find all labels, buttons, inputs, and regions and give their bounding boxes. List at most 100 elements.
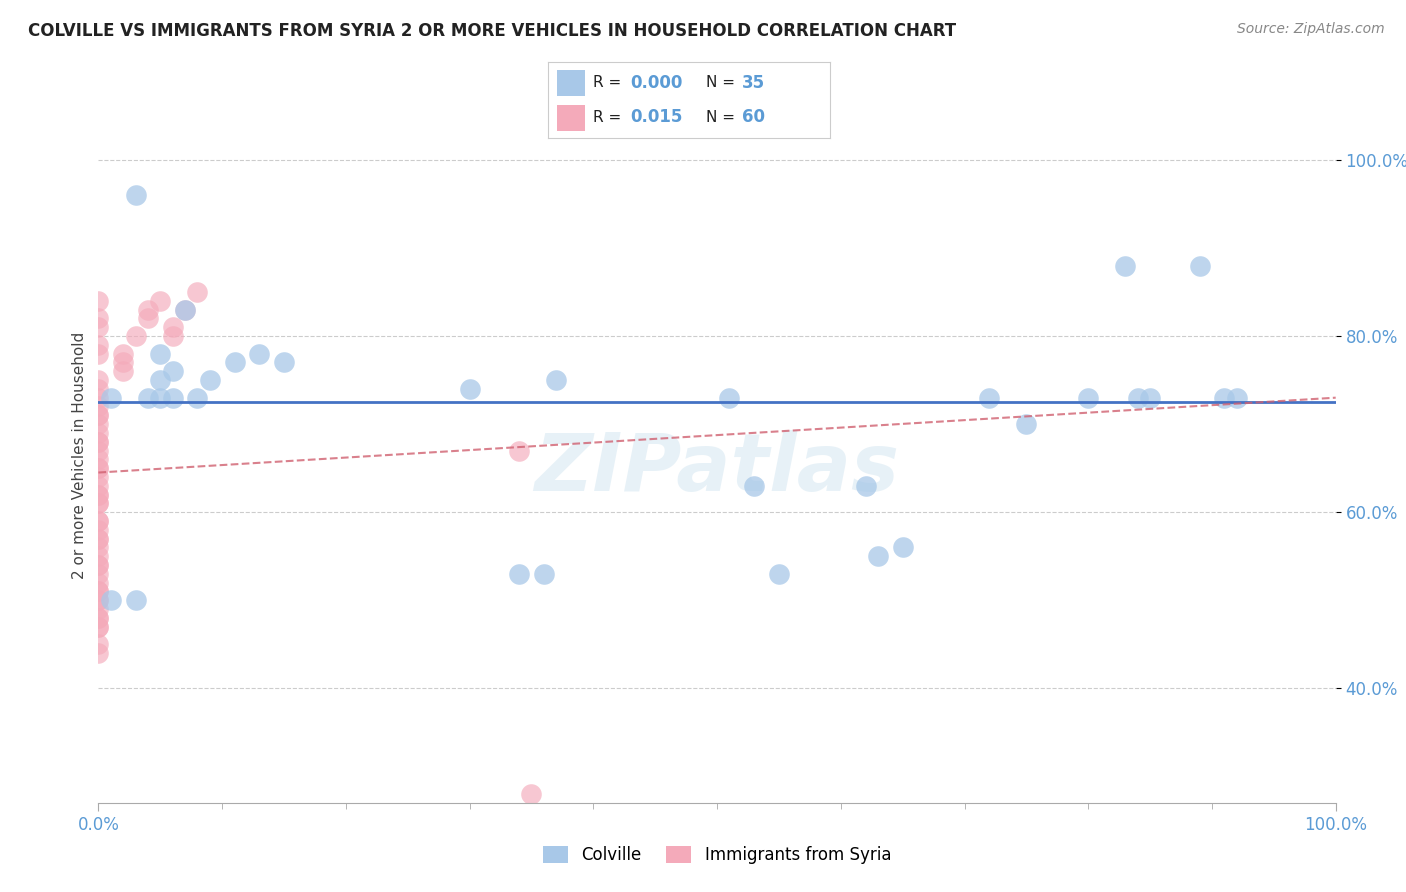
Text: COLVILLE VS IMMIGRANTS FROM SYRIA 2 OR MORE VEHICLES IN HOUSEHOLD CORRELATION CH: COLVILLE VS IMMIGRANTS FROM SYRIA 2 OR M… — [28, 22, 956, 40]
Point — [100, 593, 122, 607]
Point — [87, 461, 110, 475]
Point — [162, 391, 184, 405]
Point — [1213, 391, 1236, 405]
Point — [87, 523, 110, 537]
Point — [162, 320, 184, 334]
Point — [149, 373, 172, 387]
Point — [87, 593, 110, 607]
Point — [1114, 259, 1136, 273]
Point — [87, 566, 110, 581]
Point — [149, 391, 172, 405]
Point — [1126, 391, 1149, 405]
Point — [1077, 391, 1099, 405]
Point — [533, 566, 555, 581]
Point — [87, 584, 110, 599]
Point — [87, 434, 110, 449]
Text: 0.000: 0.000 — [630, 74, 682, 92]
FancyBboxPatch shape — [557, 70, 585, 95]
Point — [891, 541, 914, 555]
Point — [273, 355, 295, 369]
Point — [87, 382, 110, 396]
Point — [1139, 391, 1161, 405]
Text: R =: R = — [593, 76, 627, 90]
Point — [136, 311, 159, 326]
Point — [508, 566, 530, 581]
Point — [112, 355, 135, 369]
Point — [546, 373, 568, 387]
Point — [87, 479, 110, 493]
Point — [742, 479, 765, 493]
Text: N =: N = — [706, 76, 740, 90]
Point — [162, 329, 184, 343]
Legend: Colville, Immigrants from Syria: Colville, Immigrants from Syria — [536, 839, 898, 871]
Point — [87, 443, 110, 458]
Point — [87, 452, 110, 467]
Point — [87, 646, 110, 660]
Point — [1015, 417, 1038, 431]
Point — [87, 346, 110, 360]
Point — [866, 549, 889, 564]
Point — [149, 293, 172, 308]
Point — [87, 400, 110, 414]
Point — [718, 391, 741, 405]
Text: 60: 60 — [742, 108, 765, 126]
Point — [458, 382, 481, 396]
Point — [87, 558, 110, 572]
Point — [520, 787, 543, 801]
Point — [87, 575, 110, 590]
Point — [87, 584, 110, 599]
Point — [87, 620, 110, 634]
Point — [112, 346, 135, 360]
Point — [87, 373, 110, 387]
Point — [162, 364, 184, 378]
Point — [87, 532, 110, 546]
Point — [87, 417, 110, 431]
Point — [87, 541, 110, 555]
Point — [87, 558, 110, 572]
Point — [1188, 259, 1211, 273]
Point — [149, 346, 172, 360]
Text: N =: N = — [706, 110, 740, 125]
Text: ZIPatlas: ZIPatlas — [534, 430, 900, 508]
Point — [87, 496, 110, 510]
Point — [87, 496, 110, 510]
Point — [136, 302, 159, 317]
Point — [768, 566, 790, 581]
Point — [124, 593, 146, 607]
Point — [136, 391, 159, 405]
Point — [87, 425, 110, 440]
Point — [87, 470, 110, 484]
Point — [87, 461, 110, 475]
Point — [87, 409, 110, 423]
Text: 0.015: 0.015 — [630, 108, 682, 126]
Point — [174, 302, 197, 317]
Point — [87, 338, 110, 352]
Point — [87, 549, 110, 564]
Point — [186, 391, 208, 405]
Text: R =: R = — [593, 110, 627, 125]
Point — [224, 355, 246, 369]
Point — [87, 409, 110, 423]
Text: Source: ZipAtlas.com: Source: ZipAtlas.com — [1237, 22, 1385, 37]
Point — [198, 373, 221, 387]
FancyBboxPatch shape — [557, 105, 585, 130]
Point — [508, 443, 530, 458]
Point — [124, 329, 146, 343]
Point — [855, 479, 877, 493]
Point — [87, 487, 110, 501]
Point — [87, 293, 110, 308]
Point — [87, 593, 110, 607]
Point — [979, 391, 1001, 405]
Point — [87, 434, 110, 449]
Point — [87, 320, 110, 334]
Point — [174, 302, 197, 317]
Point — [87, 391, 110, 405]
Point — [1226, 391, 1249, 405]
Point — [87, 532, 110, 546]
Point — [87, 487, 110, 501]
Point — [87, 620, 110, 634]
Point — [87, 514, 110, 528]
Point — [87, 311, 110, 326]
Point — [87, 514, 110, 528]
Point — [247, 346, 270, 360]
